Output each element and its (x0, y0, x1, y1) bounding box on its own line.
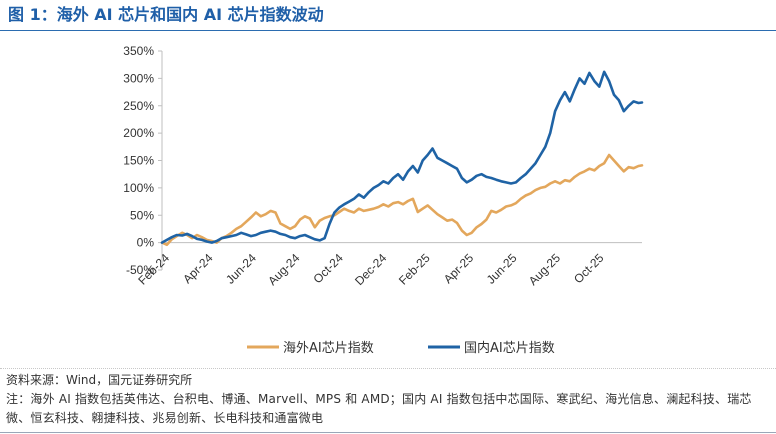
y-tick-label: 100% (123, 181, 154, 195)
source-line: 资料来源：Wind，国元证券研究所 (6, 373, 193, 387)
y-axis: -50% 0% 50% 100% 150% 200% 250% 300% 350% (123, 44, 163, 277)
series-lines (160, 70, 644, 247)
y-tick-label: 350% (123, 44, 154, 58)
figure-title: 图 1：海外 AI 芯片和国内 AI 芯片指数波动 (8, 5, 324, 24)
x-tick-label: Oct-24 (311, 251, 347, 287)
legend-label-domestic: 国内AI芯片指数 (464, 340, 555, 356)
x-tick-label: Apr-25 (441, 251, 477, 287)
title-underline (0, 30, 776, 31)
x-tick-label: Oct-25 (571, 251, 607, 287)
note-text: 注：海外 AI 指数包括英伟达、台积电、博通、Marvell、MPS 和 AMD… (6, 392, 752, 425)
legend: 海外AI芯片指数 国内AI芯片指数 (247, 340, 555, 356)
y-tick-label: 0% (137, 236, 155, 250)
legend-label-overseas: 海外AI芯片指数 (283, 341, 374, 356)
x-tick-label: Aug-24 (265, 251, 302, 288)
y-tick-label: -50% (126, 263, 154, 277)
y-tick-label: 50% (130, 208, 154, 222)
bottom-rule (0, 432, 776, 433)
x-tick-label: Aug-25 (526, 251, 563, 288)
y-tick-label: 300% (123, 71, 154, 85)
y-tick-label: 150% (123, 154, 154, 168)
x-axis: Feb-24 Apr-24 Jun-24 Aug-24 Oct-24 Dec-24 Feb-… (135, 242, 642, 288)
domestic-series-line (160, 70, 644, 244)
line-chart: -50% 0% 50% 100% 150% 200% 250% 300% 350% Feb-24… (123, 44, 644, 356)
y-tick-label: 200% (123, 126, 154, 140)
x-tick-label: Jun-25 (484, 251, 520, 287)
x-tick-label: Feb-25 (396, 251, 433, 288)
x-tick-label: Jun-24 (223, 251, 259, 287)
overseas-series-line (160, 153, 644, 247)
x-tick-label: Apr-24 (180, 251, 216, 287)
y-tick-label: 250% (123, 99, 154, 113)
source-separator (0, 368, 776, 369)
x-tick-label: Dec-24 (352, 251, 389, 288)
